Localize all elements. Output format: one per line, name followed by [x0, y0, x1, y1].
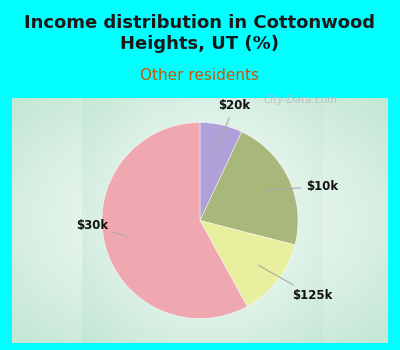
Text: $10k: $10k — [267, 180, 338, 193]
Wedge shape — [102, 122, 247, 318]
Text: Other residents: Other residents — [140, 68, 260, 83]
Text: $20k: $20k — [216, 99, 250, 149]
Text: Income distribution in Cottonwood
Heights, UT (%): Income distribution in Cottonwood Height… — [24, 14, 376, 53]
Wedge shape — [200, 220, 295, 306]
Wedge shape — [200, 132, 298, 245]
Text: $125k: $125k — [258, 265, 333, 302]
Text: City-Data.com: City-Data.com — [264, 95, 338, 105]
Wedge shape — [200, 122, 242, 220]
Text: $30k: $30k — [76, 219, 129, 237]
